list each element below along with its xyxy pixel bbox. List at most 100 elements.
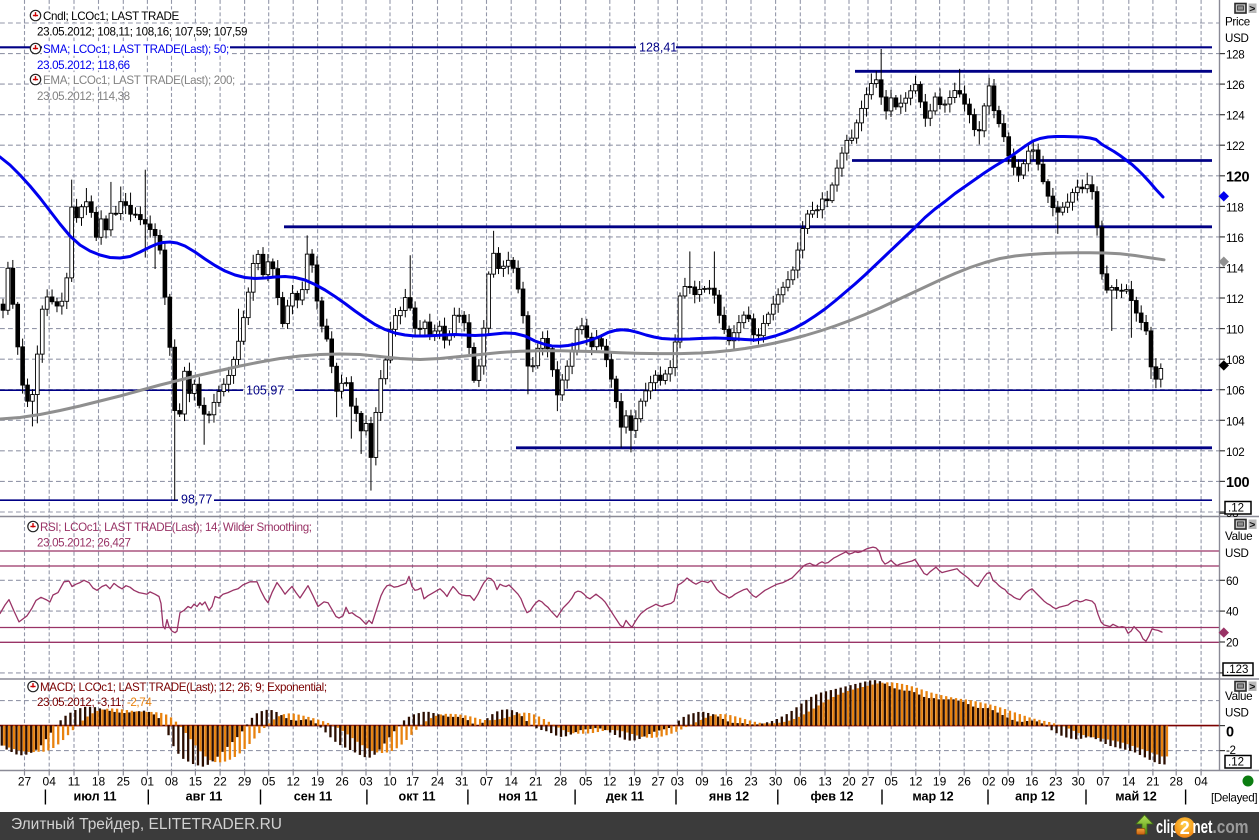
svg-text:23.05.2012; 108,11; 108,16; 10: 23.05.2012; 108,11; 108,16; 107,59; 107,… xyxy=(37,26,247,39)
svg-text:105,97: 105,97 xyxy=(246,383,284,397)
svg-text:19: 19 xyxy=(933,775,947,789)
svg-text:.123: .123 xyxy=(1226,664,1248,676)
svg-text:SMA; LCOc1; LAST TRADE(Last);: SMA; LCOc1; LAST TRADE(Last); 50; xyxy=(43,43,229,56)
svg-text:25: 25 xyxy=(117,775,131,789)
svg-text:июл 11: июл 11 xyxy=(74,790,117,804)
svg-text:27: 27 xyxy=(18,775,32,789)
svg-text:USD: USD xyxy=(1225,32,1249,45)
svg-text:128,41: 128,41 xyxy=(639,41,677,55)
svg-text:19: 19 xyxy=(311,775,325,789)
svg-text:14: 14 xyxy=(1122,775,1136,789)
svg-text:120: 120 xyxy=(1226,169,1250,185)
svg-text:110: 110 xyxy=(1226,324,1244,337)
svg-text:102: 102 xyxy=(1226,446,1244,459)
svg-text:05: 05 xyxy=(579,775,593,789)
svg-text:USD: USD xyxy=(1225,707,1249,720)
svg-text:09: 09 xyxy=(1001,775,1015,789)
svg-text:02: 02 xyxy=(982,775,996,789)
svg-text:Cndl; LCOc1; LAST TRADE: Cndl; LCOc1; LAST TRADE xyxy=(43,10,179,23)
svg-text:[Delayed]: [Delayed] xyxy=(1211,792,1257,805)
svg-text:Price: Price xyxy=(1225,16,1250,29)
svg-text:27: 27 xyxy=(861,775,875,789)
svg-text:09: 09 xyxy=(695,775,709,789)
svg-text:30: 30 xyxy=(769,775,783,789)
svg-text:116: 116 xyxy=(1226,232,1244,245)
svg-text:сен 11: сен 11 xyxy=(294,790,332,804)
svg-text:янв 12: янв 12 xyxy=(709,790,749,804)
svg-text:Элитный Трейдер, ELITETRADER.R: Элитный Трейдер, ELITETRADER.RU xyxy=(11,816,282,833)
svg-text:апр 12: апр 12 xyxy=(1015,790,1055,804)
svg-text:05: 05 xyxy=(262,775,276,789)
svg-text:11: 11 xyxy=(68,775,81,789)
svg-text:>: > xyxy=(1249,519,1255,531)
svg-text:01: 01 xyxy=(141,775,155,789)
svg-text:08: 08 xyxy=(165,775,179,789)
svg-text:20: 20 xyxy=(1226,637,1238,650)
svg-text:>: > xyxy=(1249,681,1255,693)
svg-text:106: 106 xyxy=(1226,385,1244,398)
svg-text:мар 12: мар 12 xyxy=(912,790,953,804)
svg-text:net: net xyxy=(1193,817,1213,837)
svg-text:.com: .com xyxy=(1213,817,1249,837)
svg-text:128: 128 xyxy=(1226,49,1244,62)
svg-text:Value: Value xyxy=(1225,690,1252,703)
svg-text:60: 60 xyxy=(1226,575,1238,588)
svg-text:07: 07 xyxy=(480,775,494,789)
svg-text:03: 03 xyxy=(671,775,685,789)
svg-text:26: 26 xyxy=(335,775,349,789)
svg-text:MACD; LCOc1; LAST TRADE(Last);: MACD; LCOc1; LAST TRADE(Last); 12; 26; 9… xyxy=(40,681,327,694)
svg-text:12: 12 xyxy=(603,775,617,789)
svg-text:13: 13 xyxy=(818,775,832,789)
svg-text:30: 30 xyxy=(1072,775,1086,789)
svg-text:98,77: 98,77 xyxy=(181,493,212,507)
svg-text:114: 114 xyxy=(1226,263,1244,276)
svg-text:-2: -2 xyxy=(1226,744,1236,757)
svg-text:26: 26 xyxy=(958,775,972,789)
svg-text:12: 12 xyxy=(287,775,301,789)
svg-text:16: 16 xyxy=(1025,775,1039,789)
svg-text:06: 06 xyxy=(794,775,808,789)
svg-text:16: 16 xyxy=(720,775,734,789)
svg-text:17: 17 xyxy=(406,775,420,789)
svg-text:29: 29 xyxy=(238,775,252,789)
svg-text:112: 112 xyxy=(1226,293,1244,306)
svg-text:14: 14 xyxy=(505,775,519,789)
svg-text:104: 104 xyxy=(1226,415,1245,428)
svg-text:20: 20 xyxy=(842,775,856,789)
svg-text:40: 40 xyxy=(1226,606,1238,619)
svg-text:04: 04 xyxy=(1194,775,1208,789)
svg-text:>: > xyxy=(1249,3,1255,15)
svg-text:28: 28 xyxy=(1170,775,1184,789)
svg-text:07: 07 xyxy=(1096,775,1110,789)
svg-text:Value: Value xyxy=(1225,530,1252,543)
svg-text:RSI; LCOc1; LAST TRADE(Last);: RSI; LCOc1; LAST TRADE(Last); 14; Wilder… xyxy=(40,521,312,534)
svg-text:окт 11: окт 11 xyxy=(399,790,436,804)
svg-text:10: 10 xyxy=(383,775,397,789)
svg-text:122: 122 xyxy=(1226,140,1244,153)
svg-text:100: 100 xyxy=(1226,475,1250,491)
svg-text:18: 18 xyxy=(92,775,106,789)
svg-text:clip: clip xyxy=(1156,817,1178,837)
svg-text:15: 15 xyxy=(189,775,203,789)
svg-text:21: 21 xyxy=(529,775,543,789)
svg-text:дек 11: дек 11 xyxy=(606,790,644,804)
svg-text:21: 21 xyxy=(1146,775,1160,789)
svg-text:28: 28 xyxy=(554,775,568,789)
svg-text:12: 12 xyxy=(909,775,923,789)
svg-text:.12: .12 xyxy=(1228,503,1244,515)
svg-text:24: 24 xyxy=(431,775,445,789)
svg-text:23.05.2012; -3,11; -2,74: 23.05.2012; -3,11; -2,74 xyxy=(37,696,152,709)
svg-text:05: 05 xyxy=(885,775,899,789)
svg-text:23: 23 xyxy=(1049,775,1063,789)
svg-text:118: 118 xyxy=(1226,201,1244,214)
svg-text:фев 12: фев 12 xyxy=(810,790,853,804)
svg-text:124: 124 xyxy=(1226,110,1245,123)
svg-text:31: 31 xyxy=(455,775,469,789)
svg-text:23: 23 xyxy=(744,775,758,789)
svg-text:108: 108 xyxy=(1226,354,1244,367)
svg-text:.12: .12 xyxy=(1228,757,1244,769)
svg-text:май 12: май 12 xyxy=(1115,790,1156,804)
svg-text:04: 04 xyxy=(43,775,57,789)
svg-text:27: 27 xyxy=(651,775,665,789)
svg-text:0: 0 xyxy=(1226,725,1234,741)
